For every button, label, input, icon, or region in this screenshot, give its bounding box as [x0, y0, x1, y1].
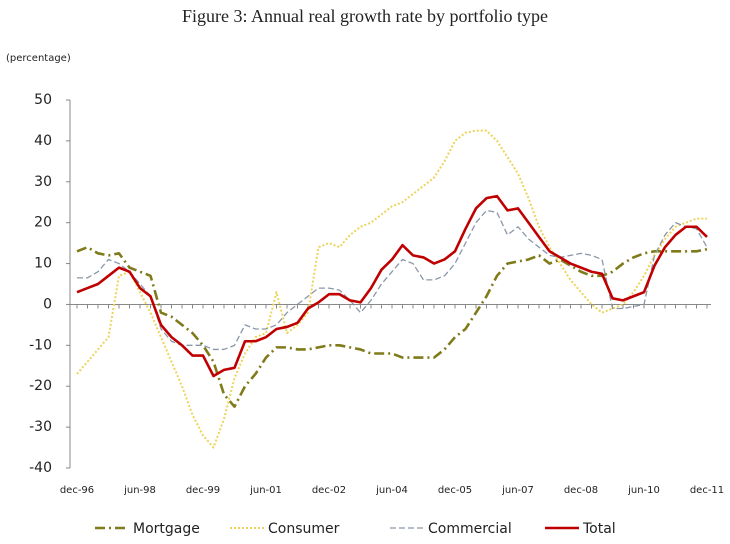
y-tick-label: 20: [34, 215, 52, 231]
x-tick-label: dec-08: [564, 485, 598, 496]
legend-label: Consumer: [268, 521, 340, 537]
x-tick-label: jun-10: [627, 485, 660, 496]
x-tick-label: jun-04: [375, 485, 408, 496]
x-tick-label: jun-01: [249, 485, 282, 496]
y-tick-label: -40: [29, 460, 52, 476]
legend-label: Total: [582, 521, 616, 537]
legend-label: Mortgage: [133, 521, 200, 537]
x-tick-label: jun-07: [501, 485, 534, 496]
x-tick-label: dec-99: [186, 485, 220, 496]
x-tick-label: jun-98: [123, 485, 156, 496]
y-tick-label: 0: [43, 296, 52, 312]
y-axis-label: (percentage): [6, 53, 71, 64]
x-tick-label: dec-96: [60, 485, 94, 496]
x-tick-label: dec-05: [438, 485, 472, 496]
y-tick-label: -30: [29, 419, 52, 435]
y-tick-label: 40: [34, 133, 52, 149]
y-tick-label: -20: [29, 378, 52, 394]
y-tick-label: 30: [34, 174, 52, 190]
y-tick-label: -10: [29, 337, 52, 353]
chart-title: Figure 3: Annual real growth rate by por…: [182, 6, 548, 26]
x-tick-label: dec-11: [690, 485, 724, 496]
series-line: [77, 209, 708, 351]
y-tick-label: 10: [34, 256, 52, 272]
series-line: [76, 129, 707, 449]
legend-label: Commercial: [428, 521, 512, 537]
series-line: [76, 194, 708, 378]
x-tick-label: dec-02: [312, 485, 346, 496]
y-tick-label: 50: [34, 92, 52, 108]
